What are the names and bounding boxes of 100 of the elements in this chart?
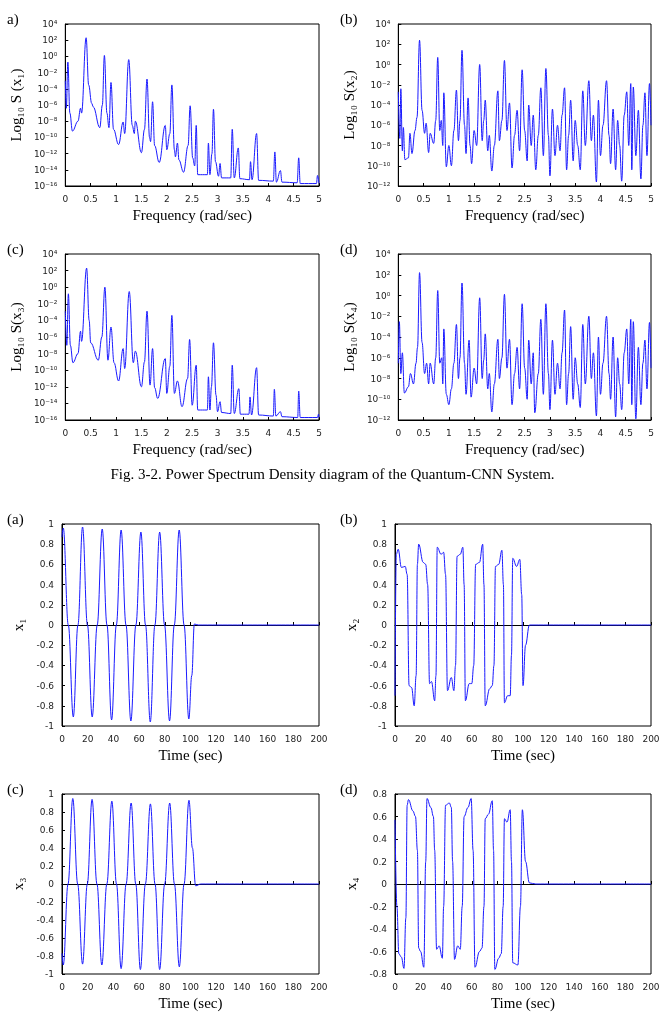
x-tick-label: 160 [259,981,277,992]
y-tick-label: 10⁻² [370,311,391,322]
x-tick-label: 0.5 [416,193,431,204]
x-tick-label: 2 [496,193,503,204]
x-tick-label: 4.5 [618,193,633,204]
x-tick-label: 2.5 [185,427,200,438]
x-tick-label: 3.5 [568,193,583,204]
y-axis-title: x₃ [10,877,27,891]
y-tick-label: 10⁻² [37,67,58,78]
y-tick-label: 10⁻¹⁰ [33,365,58,376]
x-tick-label: 40 [440,981,453,992]
x-tick-label: 0 [62,427,69,438]
x-tick-label: 140 [233,981,251,992]
y-tick-label: 10⁻² [370,79,391,90]
x-tick-label: 80 [491,981,504,992]
y-tick-label: 10⁻¹² [366,181,391,191]
y-tick-label: 10⁻¹⁴ [33,398,58,409]
chart-title: a) [7,10,19,28]
x-tick-label: 1.5 [466,427,482,438]
x-tick-label: 160 [591,981,609,992]
x-tick-label: 3.5 [235,193,251,204]
x-tick-label: 1.5 [466,193,482,204]
line-series [61,798,320,970]
x-tick-label: 3.5 [568,427,583,438]
y-tick-label: 10⁰ [42,282,58,293]
x-axis-title: Time (sec) [158,995,223,1013]
x-tick-label: 160 [591,733,609,744]
x-tick-label: 20 [414,981,427,992]
x-tick-label: 200 [642,981,660,992]
y-tick-label: 10⁻¹² [366,415,391,425]
x-tick-label: 60 [133,733,146,744]
y-tick-label: 10⁻¹⁶ [33,181,58,191]
line-series [394,798,652,970]
y-tick-label: -0.8 [36,700,55,711]
x-tick-label: 0.5 [416,427,431,438]
x-tick-label: 1 [445,427,452,438]
y-tick-label: 10⁻⁴ [37,83,58,94]
y-tick-label: -0.4 [369,660,388,671]
x-tick-label: 1 [113,193,119,204]
y-tick-label: 10⁻¹⁴ [33,164,58,175]
x-tick-label: 0 [59,981,66,992]
y-tick-label: 10² [42,35,58,46]
x-tick-label: 200 [642,733,660,744]
y-tick-label: 0.6 [372,559,388,570]
y-tick-label: 0.6 [372,811,388,822]
x-tick-label: 100 [514,981,532,992]
x-tick-label: 0.5 [83,427,98,438]
x-tick-label: 0 [62,193,69,204]
x-tick-label: 0 [395,193,402,204]
x-tick-label: 140 [565,981,584,992]
x-tick-label: 80 [159,981,171,992]
x-tick-label: 180 [284,981,303,992]
x-tick-label: 100 [181,981,200,992]
x-tick-label: 200 [310,733,328,744]
x-tick-label: 4.5 [286,193,301,204]
x-tick-label: 0 [392,733,399,744]
x-tick-label: 1 [445,193,452,204]
x-tick-label: 160 [259,733,277,744]
y-tick-label: 10⁻¹² [33,381,58,392]
y-tick-label: 10⁴ [42,19,58,29]
y-tick-label: 0.2 [372,856,387,867]
x-tick-label: 3 [547,427,553,438]
x-axis-title: Frequency (rad/sec) [132,207,252,225]
y-tick-label: 0.8 [372,539,388,550]
y-tick-label: 1 [48,519,54,529]
caption: Fig. 3-2. Power Spectrum Density diagram of the Quantum-CNN System. [109,466,556,483]
line-series [397,39,652,183]
x-tick-label: 4 [265,427,272,438]
x-tick-label: 1.5 [134,427,149,438]
chart-title: (d) [340,240,358,258]
y-tick-label: -0.6 [369,946,388,957]
y-tick-label: -0.2 [36,897,54,907]
y-tick-label: 10⁻⁴ [370,100,391,110]
chart-title: (d) [340,780,358,798]
x-tick-label: 120 [207,733,226,744]
x-tick-label: 180 [616,981,635,992]
y-tick-label: -0.4 [36,915,55,925]
y-tick-label: -0.8 [369,969,388,979]
y-axis-title: Log₁₀ S(x₂) [340,70,358,140]
chart-title: (b) [340,10,358,28]
x-tick-label: 120 [207,981,226,992]
y-tick-label: 0 [48,879,55,889]
chart-title: (c) [7,240,24,258]
x-axis-title: Time (sec) [490,747,556,765]
y-tick-label: 1 [381,519,387,529]
x-tick-label: 2.5 [185,193,200,204]
y-tick-label: 0.4 [39,579,55,590]
x-tick-label: 60 [466,981,478,992]
line-series [61,526,320,723]
chart-title: (b) [340,510,358,528]
y-axis-title: x₄ [343,877,360,891]
y-tick-label: 0 [381,620,388,630]
y-tick-label: -0.4 [369,924,388,934]
y-tick-label: 10⁻¹⁰ [366,160,391,171]
x-tick-label: 20 [414,733,427,744]
y-tick-label: 10⁻⁶ [370,120,391,131]
y-tick-label: 0.2 [39,861,54,871]
y-tick-label: 0.2 [372,599,387,610]
y-tick-label: 0 [381,879,388,889]
y-tick-label: 10⁻⁸ [37,116,58,127]
